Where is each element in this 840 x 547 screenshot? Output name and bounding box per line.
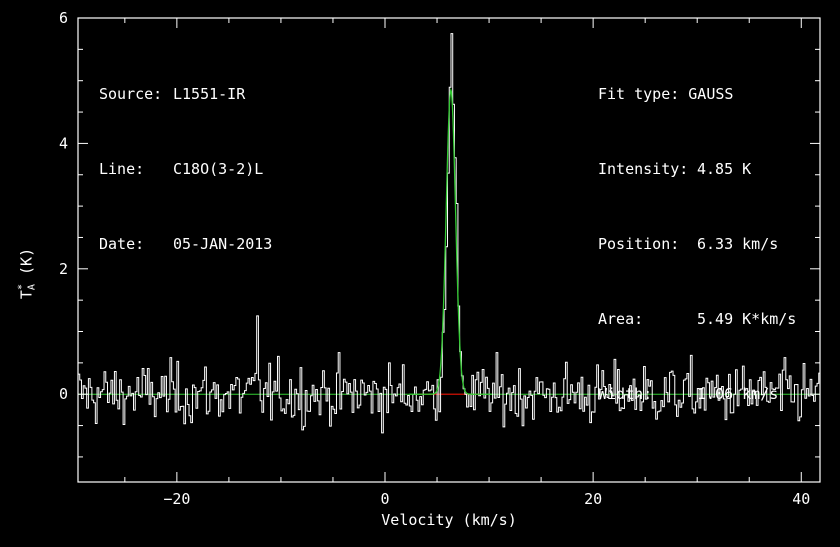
- line-row: Line: C18O(3-2)L: [99, 157, 272, 182]
- position-value: 6.33 km/s: [697, 235, 779, 253]
- y-tick-label: 4: [59, 134, 68, 152]
- intensity-row: Intensity: 4.85 K: [598, 157, 796, 182]
- fit-type-key: Fit type:: [598, 85, 680, 103]
- fit-type-row: Fit type: GAUSS: [598, 82, 796, 107]
- x-tick-label: 20: [584, 490, 602, 508]
- plot-frame: [77, 17, 821, 483]
- position-row: Position: 6.33 km/s: [598, 232, 796, 257]
- intensity-value: 4.85 K: [697, 160, 752, 178]
- date-row: Date: 05-JAN-2013: [99, 232, 272, 257]
- y-tick-label: 0: [59, 385, 68, 403]
- y-axis-label: TA* (K): [16, 247, 38, 300]
- area-value: 5.49 K*km/s: [697, 310, 797, 328]
- area-row: Area: 5.49 K*km/s: [598, 307, 796, 332]
- position-key: Position:: [598, 235, 680, 253]
- observation-header: Source: L1551-IR Line: C18O(3-2)L Date: 05-…: [99, 32, 272, 282]
- x-tick-label: 0: [380, 490, 389, 508]
- width-row: Width: 1.06 km/s: [598, 382, 796, 407]
- width-value: 1.06 km/s: [697, 385, 779, 403]
- x-axis-label: Velocity (km/s): [381, 511, 516, 529]
- axis-tick-labels: −20 0 20 40 0 2 4 6: [59, 9, 810, 508]
- date-value: 05-JAN-2013: [173, 235, 273, 253]
- line-value: C18O(3-2)L: [173, 160, 264, 178]
- y-tick-label: 6: [59, 9, 68, 27]
- spectrum-line: [78, 33, 820, 434]
- plot-data-layer: [78, 33, 820, 434]
- source-value: L1551-IR: [173, 85, 246, 103]
- axis-ticks: [78, 17, 820, 482]
- x-tick-label: 40: [792, 490, 810, 508]
- intensity-key: Intensity:: [598, 160, 689, 178]
- x-tick-label: −20: [163, 490, 190, 508]
- area-key: Area:: [598, 310, 644, 328]
- gaussian-fit-line: [409, 87, 492, 395]
- fit-type-value: GAUSS: [688, 85, 734, 103]
- source-key: Source:: [99, 85, 163, 103]
- fit-results: Fit type: GAUSS Intensity: 4.85 K Position…: [598, 32, 796, 432]
- width-key: Width:: [598, 385, 653, 403]
- date-key: Date:: [99, 235, 145, 253]
- source-row: Source: L1551-IR: [99, 82, 272, 107]
- y-tick-label: 2: [59, 260, 68, 278]
- line-key: Line:: [99, 160, 145, 178]
